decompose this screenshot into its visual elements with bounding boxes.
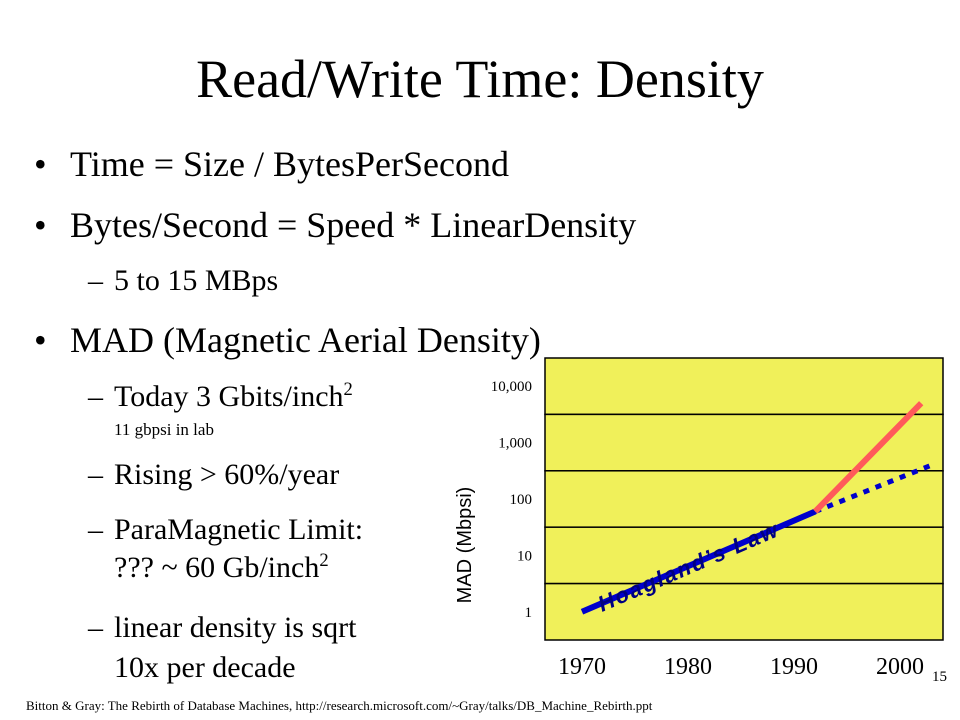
subbullet-text: ??? ~ 60 Gb/inch xyxy=(114,551,320,584)
slide-title: Read/Write Time: Density xyxy=(196,49,764,109)
x-tick-label: 2000 xyxy=(876,654,924,680)
bullet-text: MAD (Magnetic Aerial Density) xyxy=(70,320,541,360)
subbullet-continuation: 10x per decade xyxy=(114,651,296,684)
bullet-marker: • xyxy=(34,320,47,360)
y-tick-label: 10,000 xyxy=(491,379,532,395)
dash-marker: – xyxy=(88,458,103,491)
dash-marker: – xyxy=(88,380,103,413)
x-tick-label: 1980 xyxy=(664,654,712,680)
plot-band xyxy=(544,582,944,641)
subbullet-text: Rising > 60%/year xyxy=(114,458,340,491)
superscript: 2 xyxy=(319,550,329,571)
plot-band xyxy=(544,357,944,416)
page-number: 15 xyxy=(932,669,947,685)
dash-marker: – xyxy=(88,611,103,644)
bullet-marker: • xyxy=(34,144,47,184)
subbullet-text: ParaMagnetic Limit: xyxy=(114,513,364,546)
dash-marker: – xyxy=(88,264,103,297)
y-axis-label: MAD (Mbpsi) xyxy=(454,487,476,604)
bullet-marker: • xyxy=(34,205,47,245)
y-tick-label: 100 xyxy=(510,492,533,508)
x-tick-label: 1990 xyxy=(770,654,818,680)
series-line-3 xyxy=(813,401,924,514)
y-tick-label: 10 xyxy=(517,548,532,564)
x-tick-label: 1970 xyxy=(558,654,606,680)
plot-band xyxy=(544,470,944,528)
plot-band xyxy=(544,413,944,472)
citation-footer: Bitton & Gray: The Rebirth of Database M… xyxy=(26,698,653,713)
series-line-1 xyxy=(580,508,817,615)
superscript: 2 xyxy=(343,379,353,400)
y-tick-label: 1,000 xyxy=(498,436,532,452)
series-line-2 xyxy=(814,462,933,514)
bullet-text: Bytes/Second = Speed * LinearDensity xyxy=(70,205,637,245)
lab-note: 11 gbpsi in lab xyxy=(114,420,214,439)
y-tick-label: 1 xyxy=(525,605,533,621)
subbullet-text: 5 to 15 MBps xyxy=(114,264,279,297)
subbullet-continuation: ??? ~ 60 Gb/inch2 xyxy=(114,550,329,584)
subbullet-text: linear density is sqrt xyxy=(114,611,357,644)
dash-marker: – xyxy=(88,513,103,546)
plot-band xyxy=(544,526,944,585)
bullet-text: Time = Size / BytesPerSecond xyxy=(70,144,509,184)
subbullet-text: Today 3 Gbits/inch xyxy=(114,380,344,413)
